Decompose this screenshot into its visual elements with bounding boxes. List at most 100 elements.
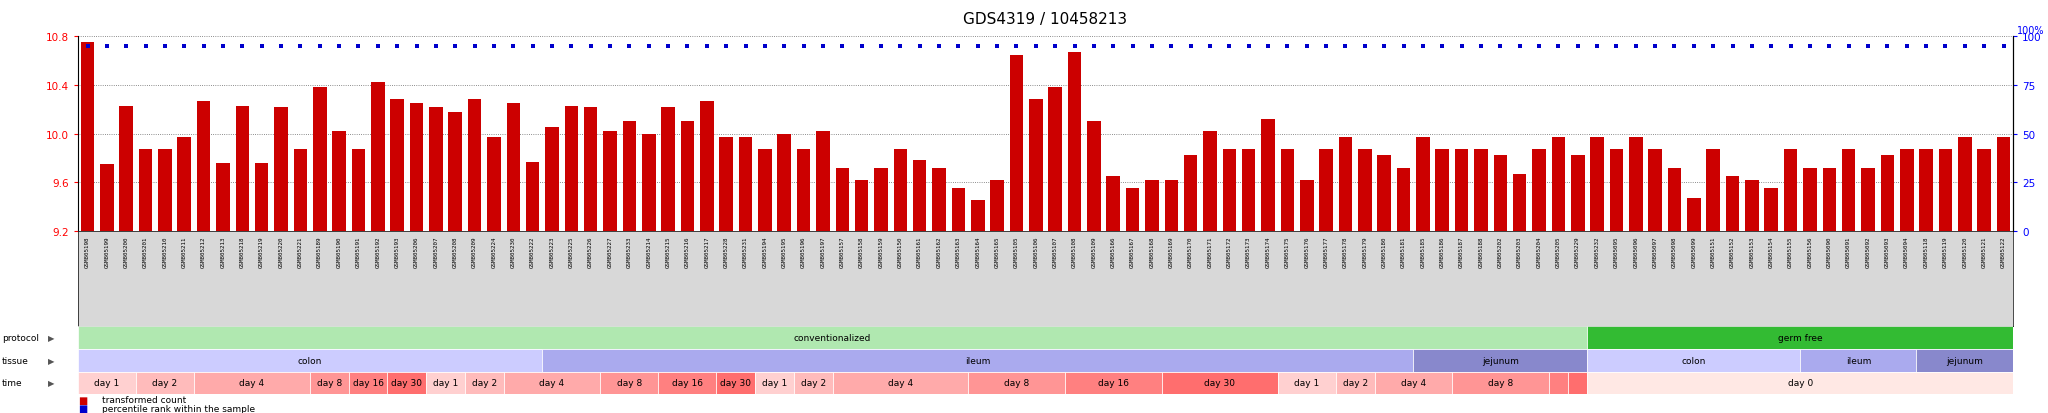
Bar: [913, 161, 926, 231]
Bar: [719, 138, 733, 231]
Text: GSM805180: GSM805180: [1382, 236, 1386, 268]
Point: [207, 43, 240, 50]
Point: [1677, 43, 1710, 50]
Text: GSM805215: GSM805215: [666, 236, 670, 268]
Bar: [1262, 120, 1274, 231]
Bar: [100, 164, 113, 231]
Text: GSM805178: GSM805178: [1343, 236, 1348, 268]
Text: GSM805158: GSM805158: [860, 236, 864, 268]
Bar: [506, 104, 520, 231]
Text: GSM805186: GSM805186: [1440, 236, 1444, 268]
Point: [1542, 43, 1575, 50]
Text: GSM805218: GSM805218: [240, 236, 246, 268]
Bar: [1335, 372, 1374, 394]
Text: GSM805203: GSM805203: [1518, 236, 1522, 268]
Point: [1155, 43, 1188, 50]
Bar: [195, 372, 309, 394]
Text: GSM805179: GSM805179: [1362, 236, 1368, 268]
Point: [555, 43, 588, 50]
Bar: [1415, 138, 1430, 231]
Text: GSM805195: GSM805195: [782, 236, 786, 268]
Point: [438, 43, 471, 50]
Point: [1638, 43, 1671, 50]
Bar: [1997, 138, 2011, 231]
Text: GSM805216: GSM805216: [684, 236, 690, 268]
Text: GSM805154: GSM805154: [1769, 236, 1774, 268]
Text: GSM805176: GSM805176: [1305, 236, 1309, 268]
Text: GSM805157: GSM805157: [840, 236, 844, 268]
Text: day 2: day 2: [801, 379, 825, 387]
Point: [285, 43, 317, 50]
Bar: [1610, 150, 1624, 231]
Text: GSM805230: GSM805230: [510, 236, 516, 268]
Bar: [1726, 177, 1739, 231]
Point: [303, 43, 336, 50]
Bar: [1745, 180, 1759, 231]
Text: GSM805189: GSM805189: [317, 236, 322, 268]
Bar: [78, 372, 135, 394]
Text: GSM805212: GSM805212: [201, 236, 207, 268]
Text: GSM805175: GSM805175: [1284, 236, 1290, 268]
Point: [225, 43, 258, 50]
Text: GSM805227: GSM805227: [608, 236, 612, 268]
Text: GSM805199: GSM805199: [104, 236, 109, 268]
Point: [1968, 43, 2001, 50]
Text: GSM805226: GSM805226: [588, 236, 594, 268]
Text: GSM805152: GSM805152: [1731, 236, 1735, 268]
Text: day 4: day 4: [1401, 379, 1425, 387]
Bar: [543, 349, 1413, 372]
Point: [168, 43, 201, 50]
Bar: [1452, 372, 1548, 394]
Text: GSM805181: GSM805181: [1401, 236, 1407, 268]
Text: GSM805164: GSM805164: [975, 236, 981, 268]
Bar: [991, 180, 1004, 231]
Text: GSM805097: GSM805097: [1653, 236, 1657, 268]
Text: GSM805099: GSM805099: [1692, 236, 1696, 268]
Text: day 8: day 8: [616, 379, 641, 387]
Text: GSM805223: GSM805223: [549, 236, 555, 268]
Bar: [1571, 156, 1585, 231]
Bar: [1319, 150, 1333, 231]
Bar: [1591, 138, 1604, 231]
Bar: [1784, 150, 1798, 231]
Point: [1368, 43, 1401, 50]
Bar: [1067, 53, 1081, 231]
Bar: [1493, 156, 1507, 231]
Bar: [1278, 372, 1335, 394]
Bar: [1862, 168, 1874, 231]
Text: GSM805172: GSM805172: [1227, 236, 1231, 268]
Bar: [932, 168, 946, 231]
Point: [1716, 43, 1749, 50]
Bar: [756, 372, 795, 394]
Bar: [1587, 372, 2013, 394]
Bar: [80, 43, 94, 231]
Text: day 2: day 2: [471, 379, 498, 387]
Text: ■: ■: [78, 395, 88, 405]
Bar: [834, 372, 969, 394]
Bar: [465, 372, 504, 394]
Point: [1251, 43, 1284, 50]
Point: [612, 43, 645, 50]
Text: jejunum: jejunum: [1946, 356, 1982, 365]
Point: [846, 43, 879, 50]
Bar: [1880, 156, 1894, 231]
Text: GSM805105: GSM805105: [1014, 236, 1020, 268]
Bar: [426, 372, 465, 394]
Text: GSM805171: GSM805171: [1208, 236, 1212, 268]
Point: [399, 43, 432, 50]
Text: GSM805194: GSM805194: [762, 236, 768, 268]
Text: GSM805192: GSM805192: [375, 236, 381, 268]
Point: [498, 43, 530, 50]
Text: GSM805091: GSM805091: [1845, 236, 1851, 268]
Bar: [1378, 156, 1391, 231]
Text: GSM805200: GSM805200: [123, 236, 129, 268]
Bar: [236, 106, 250, 231]
Text: GSM805224: GSM805224: [492, 236, 496, 268]
Point: [1581, 43, 1614, 50]
Text: GSM805106: GSM805106: [1034, 236, 1038, 268]
Text: GSM805120: GSM805120: [1962, 236, 1968, 268]
Text: GSM805209: GSM805209: [473, 236, 477, 268]
Text: GSM805153: GSM805153: [1749, 236, 1755, 268]
Text: GSM805205: GSM805205: [1556, 236, 1561, 268]
Text: percentile rank within the sample: percentile rank within the sample: [102, 404, 256, 413]
